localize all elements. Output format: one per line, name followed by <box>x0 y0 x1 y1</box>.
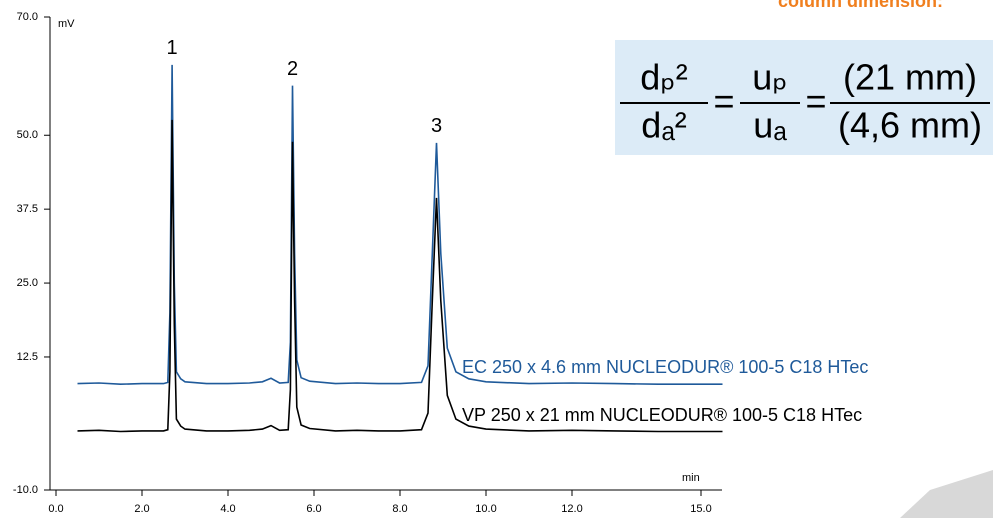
x-tick-label: 2.0 <box>134 503 149 515</box>
peak-label: 2 <box>287 58 298 80</box>
formula-numerator: dₚ² <box>640 57 687 98</box>
x-tick-label: 4.0 <box>220 503 235 515</box>
legend-entry: VP 250 x 21 mm NUCLEODUR® 100-5 C18 HTec <box>462 405 862 425</box>
y-tick-label: 12.5 <box>17 351 38 363</box>
formula-numerator: (21 mm) <box>843 57 977 98</box>
x-tick-label: 0.0 <box>48 503 63 515</box>
y-axis-label: mV <box>58 18 75 30</box>
equals-sign: = <box>805 81 826 122</box>
heading: column dimension: <box>778 0 943 11</box>
y-tick-label: -10.0 <box>13 484 38 496</box>
y-tick-label: 37.5 <box>17 203 38 215</box>
x-tick-label: 10.0 <box>475 503 496 515</box>
y-tick-label: 50.0 <box>17 129 38 141</box>
y-tick-label: 70.0 <box>17 11 38 23</box>
decor-image <box>900 470 993 518</box>
x-axis-label: min <box>682 472 700 484</box>
formula-box <box>615 40 993 155</box>
formula-denominator: (4,6 mm) <box>838 105 982 146</box>
series-line <box>77 119 723 433</box>
x-tick-label: 15.0 <box>690 503 711 515</box>
peak-label: 3 <box>431 115 442 137</box>
formula: dₚ² dₐ² = uₚ uₐ = (21 mm) (4,6 mm) <box>620 57 990 146</box>
formula-denominator: uₐ <box>753 105 787 146</box>
x-tick-label: 8.0 <box>392 503 407 515</box>
formula-denominator: dₐ² <box>641 105 686 146</box>
equals-sign: = <box>713 81 734 122</box>
legend-entry: EC 250 x 4.6 mm NUCLEODUR® 100-5 C18 HTe… <box>462 357 868 377</box>
x-tick-label: 12.0 <box>561 503 582 515</box>
y-tick-label: 25.0 <box>17 277 38 289</box>
x-tick-label: 6.0 <box>306 503 321 515</box>
peak-label: 1 <box>167 37 178 59</box>
series-line <box>77 64 723 386</box>
formula-numerator: uₚ <box>752 57 787 98</box>
